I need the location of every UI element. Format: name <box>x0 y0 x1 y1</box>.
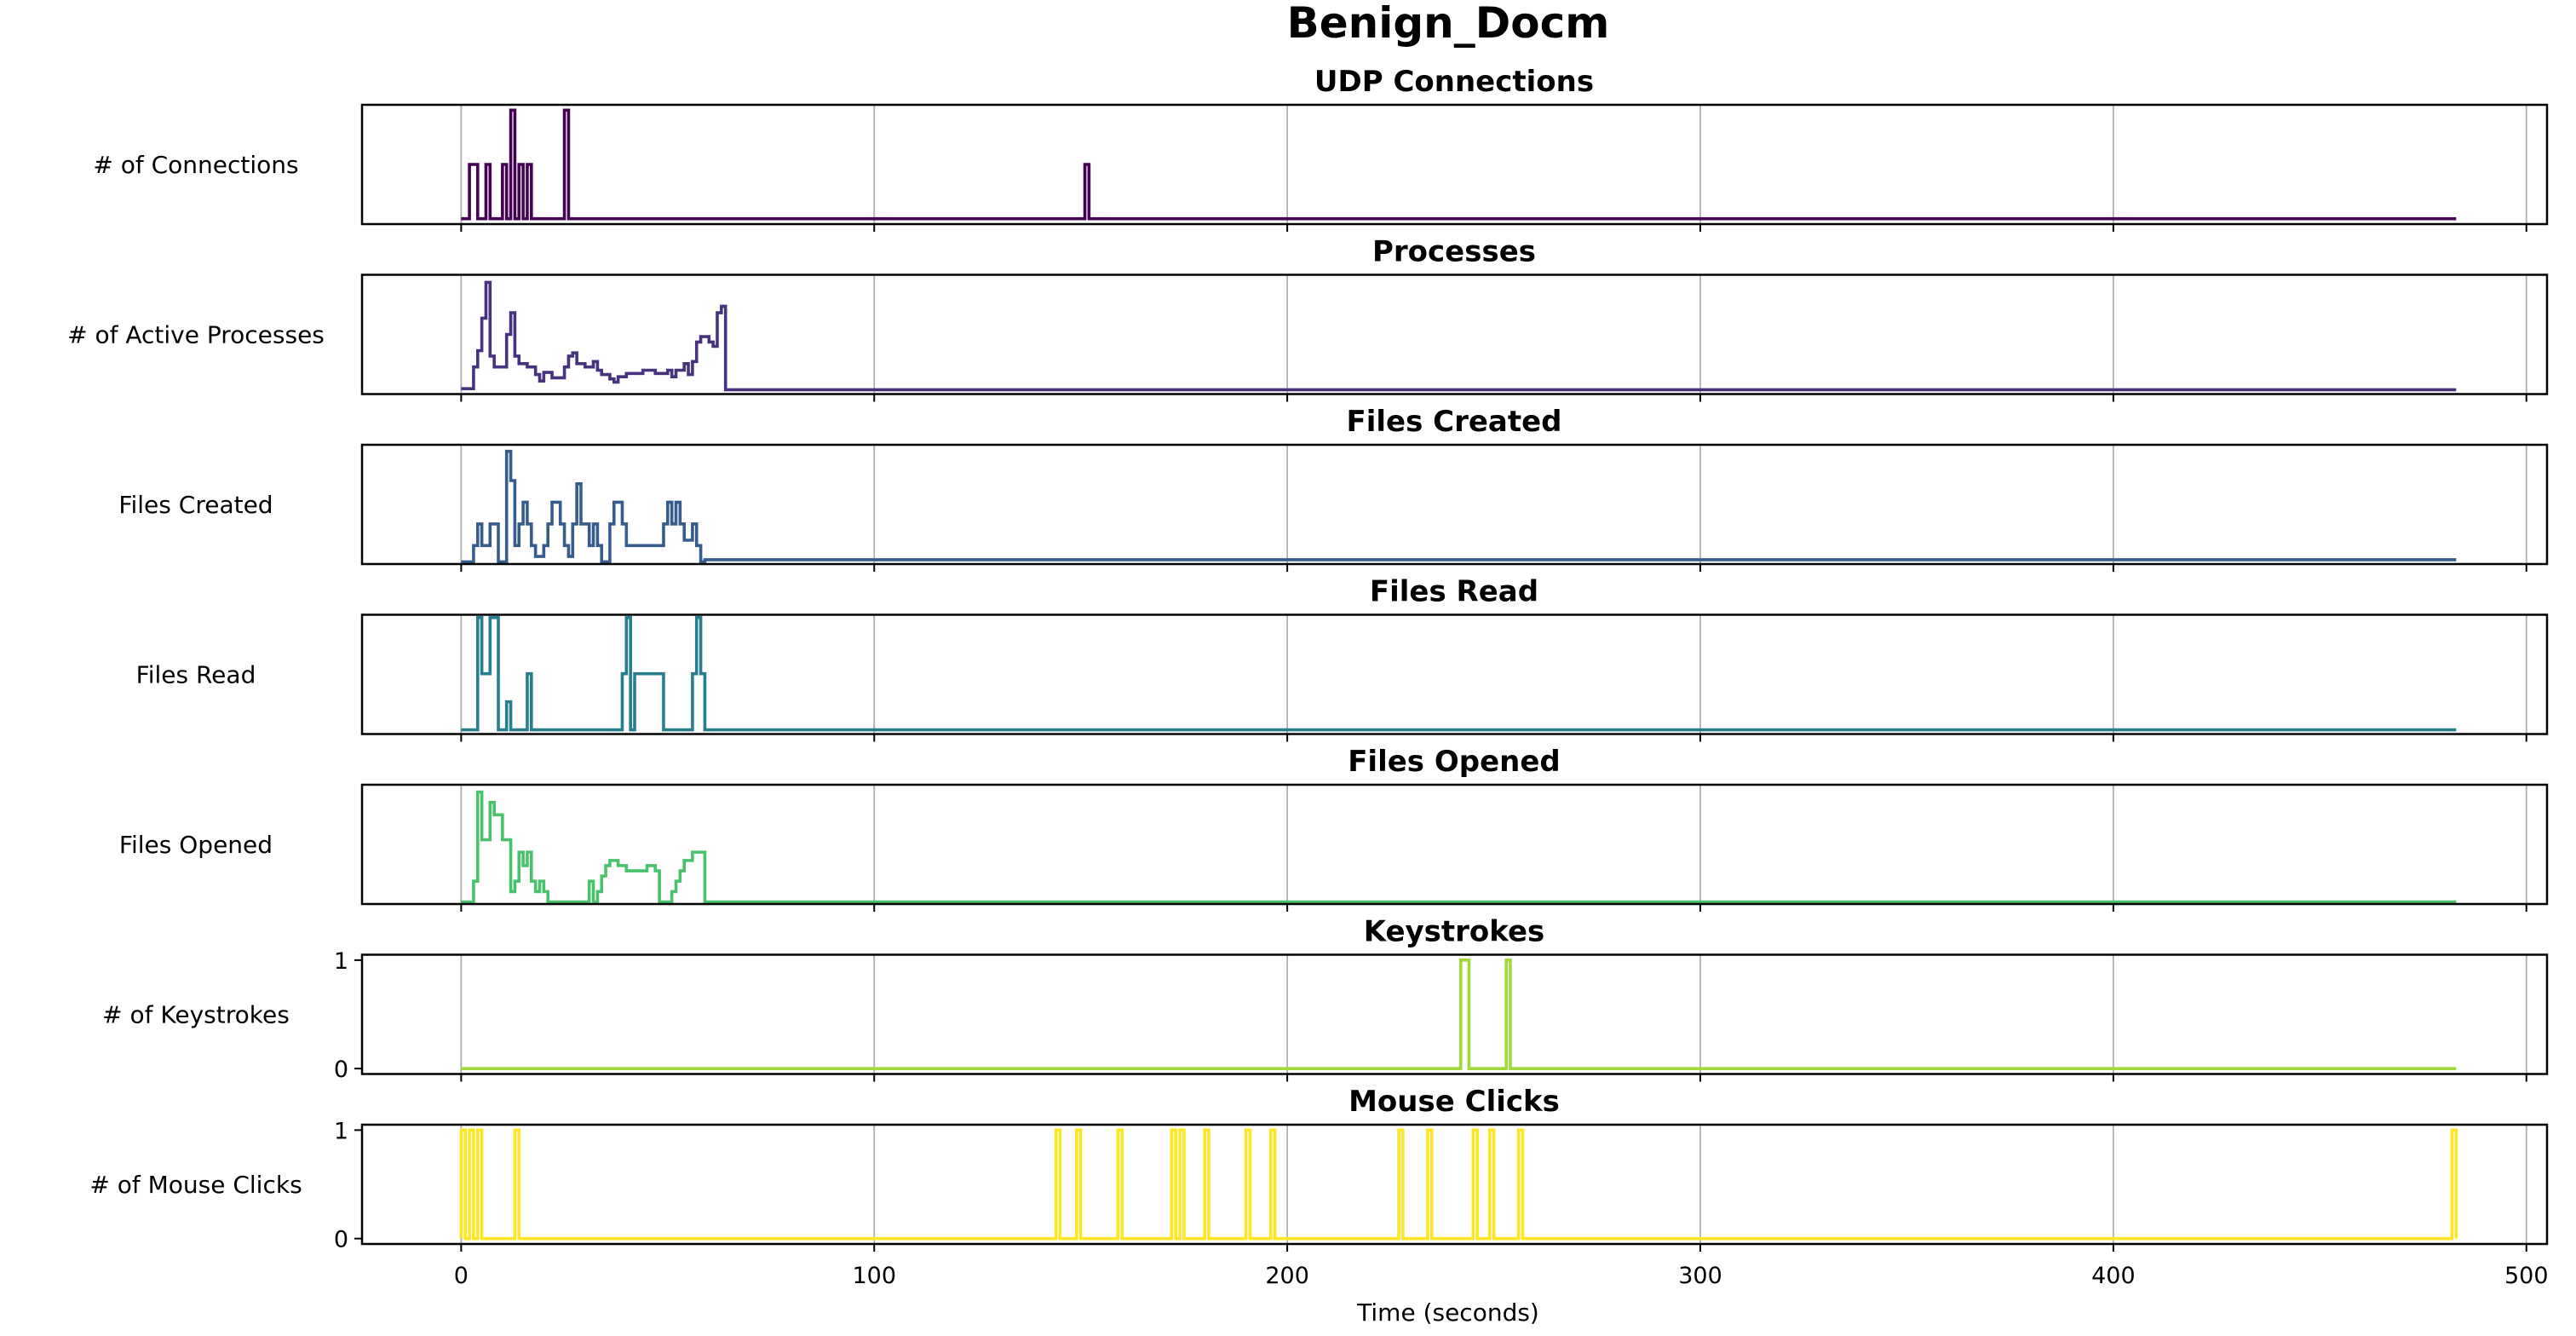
x-tick-label: 200 <box>1265 1263 1309 1289</box>
y-tick-label: 0 <box>334 1057 348 1083</box>
y-axis-label: Files Read <box>136 661 256 689</box>
subplot-title: Files Opened <box>1348 745 1561 779</box>
axes-frame <box>360 783 2549 906</box>
axes-frame <box>360 613 2549 735</box>
axes-frame <box>360 274 2549 395</box>
series-line <box>459 1128 2458 1241</box>
subplot-title: Files Created <box>1346 405 1561 439</box>
y-axis-label: # of Active Processes <box>67 321 325 349</box>
y-axis-label: # of Connections <box>93 151 298 179</box>
subplot-panels: UDP Connections # of Connections Processes… <box>67 65 2549 1253</box>
y-tick-label: 1 <box>334 1118 348 1144</box>
x-axis-label: Time (seconds) <box>1356 1299 1539 1327</box>
subplot-7: Mouse Clicks # of Mouse Clicks 0 1 <box>89 1085 2549 1253</box>
subplot-title: Keystrokes <box>1364 915 1545 949</box>
subplot-1: UDP Connections # of Connections <box>93 65 2549 232</box>
subplot-4: Files Read Files Read <box>136 575 2549 742</box>
axes-frame <box>360 953 2549 1075</box>
y-axis-label: # of Keystrokes <box>102 1001 290 1029</box>
subplot-5: Files Opened Files Opened <box>119 745 2549 912</box>
x-tick-label: 300 <box>1678 1263 1722 1289</box>
x-tick-label: 100 <box>852 1263 896 1289</box>
series-line <box>461 280 2457 392</box>
x-tick-label: 500 <box>2504 1263 2549 1289</box>
subplot-title: Mouse Clicks <box>1348 1085 1560 1119</box>
y-axis-label: Files Created <box>118 491 273 519</box>
subplot-title: Processes <box>1372 235 1536 269</box>
axes-frame <box>360 443 2549 566</box>
series-line <box>461 959 2457 1070</box>
series-line <box>461 449 2457 564</box>
series-line <box>461 790 2457 904</box>
axes-frame <box>360 103 2549 226</box>
x-tick-label: 400 <box>2091 1263 2136 1289</box>
axes-frame <box>360 1123 2549 1246</box>
x-axis: 0 100 200 300 400 500 <box>454 1263 2549 1289</box>
y-tick-label: 0 <box>334 1227 348 1253</box>
subplot-title: UDP Connections <box>1314 65 1594 99</box>
y-axis-label: # of Mouse Clicks <box>89 1171 302 1199</box>
y-tick-label: 1 <box>334 948 348 975</box>
series-line <box>461 108 2457 221</box>
subplot-6: Keystrokes # of Keystrokes 0 1 <box>102 915 2549 1083</box>
figure-title: Benign_Docm <box>1287 0 1610 48</box>
y-axis-label: Files Opened <box>119 831 273 859</box>
subplot-2: Processes # of Active Processes <box>67 235 2549 402</box>
series-line <box>461 615 2457 732</box>
subplot-title: Files Read <box>1370 575 1538 609</box>
x-tick-label: 0 <box>454 1263 469 1289</box>
subplot-3: Files Created Files Created <box>118 405 2549 572</box>
